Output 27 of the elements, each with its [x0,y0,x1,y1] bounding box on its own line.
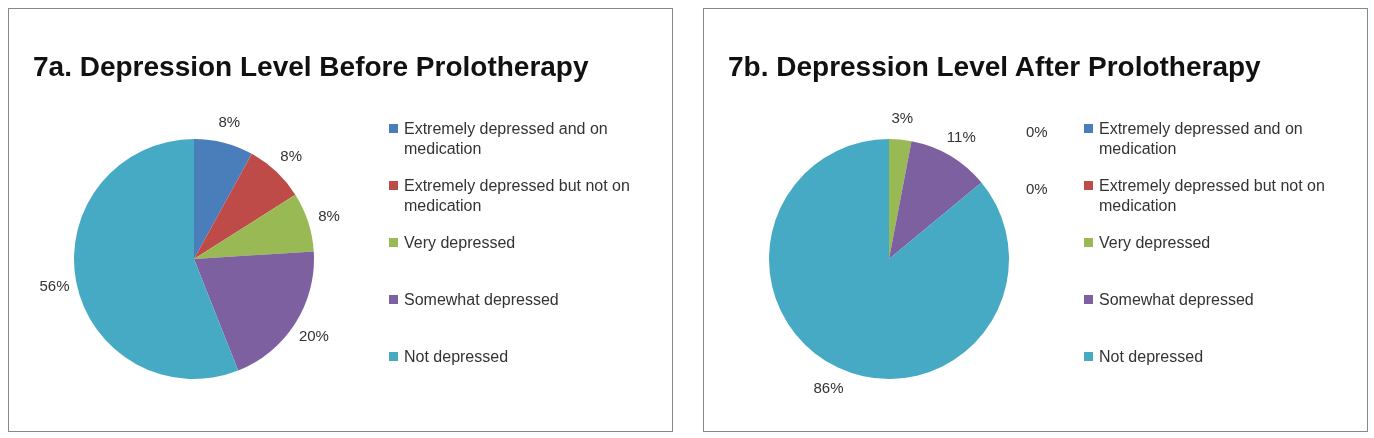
text: 0% [1026,123,1048,140]
pie-slice [889,139,912,259]
legend-label: Extremely depressed but not on medication [1099,176,1326,216]
pie-slice [889,141,982,259]
legend-label: Extremely depressed but not on medication [404,176,631,216]
legend-label: Extremely depressed and on medication [404,119,609,159]
text: 0% [1026,180,1048,197]
pie-slice [74,139,239,379]
legend-label: Somewhat depressed [1099,290,1254,310]
data-label: 20% [298,326,329,344]
legend-label: Not depressed [1099,347,1204,367]
chart-title: 7b. Depression Level After Prolotherapy [728,51,1261,83]
data-label: 8% [218,112,241,130]
pie-slice [194,194,314,259]
data-label: 86% [813,378,844,396]
data-label: 3% [891,109,914,127]
data-label: 8% [318,206,340,224]
chart-title: 7a. Depression Level Before Prolotherapy [33,51,589,83]
data-label: 8% [280,146,303,164]
legend-label: Extremely depressed and on medication [1099,119,1304,159]
legend-label: Very depressed [1099,233,1211,253]
legend-label: Not depressed [404,347,509,367]
legend-label: Somewhat depressed [404,290,559,310]
data-label: 56% [39,277,70,295]
data-label: 11% [946,128,976,146]
legend-label: Very depressed [404,233,516,253]
pie-slice [194,139,252,259]
